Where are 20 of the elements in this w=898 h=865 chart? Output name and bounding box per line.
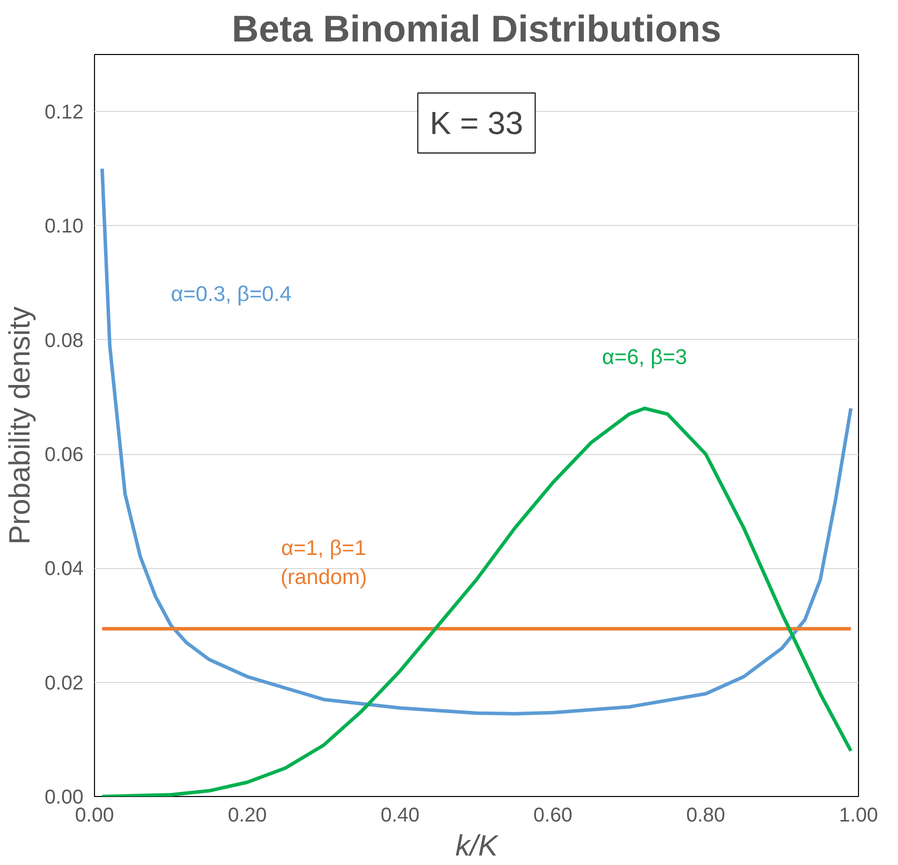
line-series xyxy=(100,166,853,716)
y-tick-label: 0.02 xyxy=(44,672,84,694)
x-axis-title: k/K xyxy=(455,830,500,862)
chart-title: Beta Binomial Distributions xyxy=(232,8,722,50)
y-tick-label: 0.10 xyxy=(44,216,84,238)
x-tick-label: 0.60 xyxy=(533,804,572,826)
y-tick-label: 0.08 xyxy=(44,330,84,352)
y-tick-label: 0.12 xyxy=(44,102,84,124)
text: α=0.3, β=0.4 xyxy=(170,282,292,306)
x-tick-label: 0.80 xyxy=(686,804,726,826)
series-label: α=1, β=1 (random) xyxy=(280,536,367,589)
text: α=6, β=3 xyxy=(602,345,688,370)
line-series xyxy=(100,406,853,796)
annotation: K = 33 xyxy=(430,104,524,141)
y-tick-label: 0.04 xyxy=(44,558,84,580)
y-tick-label: 0.06 xyxy=(44,444,84,466)
x-tick-label: 1.00 xyxy=(839,804,878,826)
y-axis-title: Probability density xyxy=(4,306,37,544)
x-tick-label: 0.20 xyxy=(228,804,267,826)
x-tick-label: 0.40 xyxy=(380,804,420,826)
